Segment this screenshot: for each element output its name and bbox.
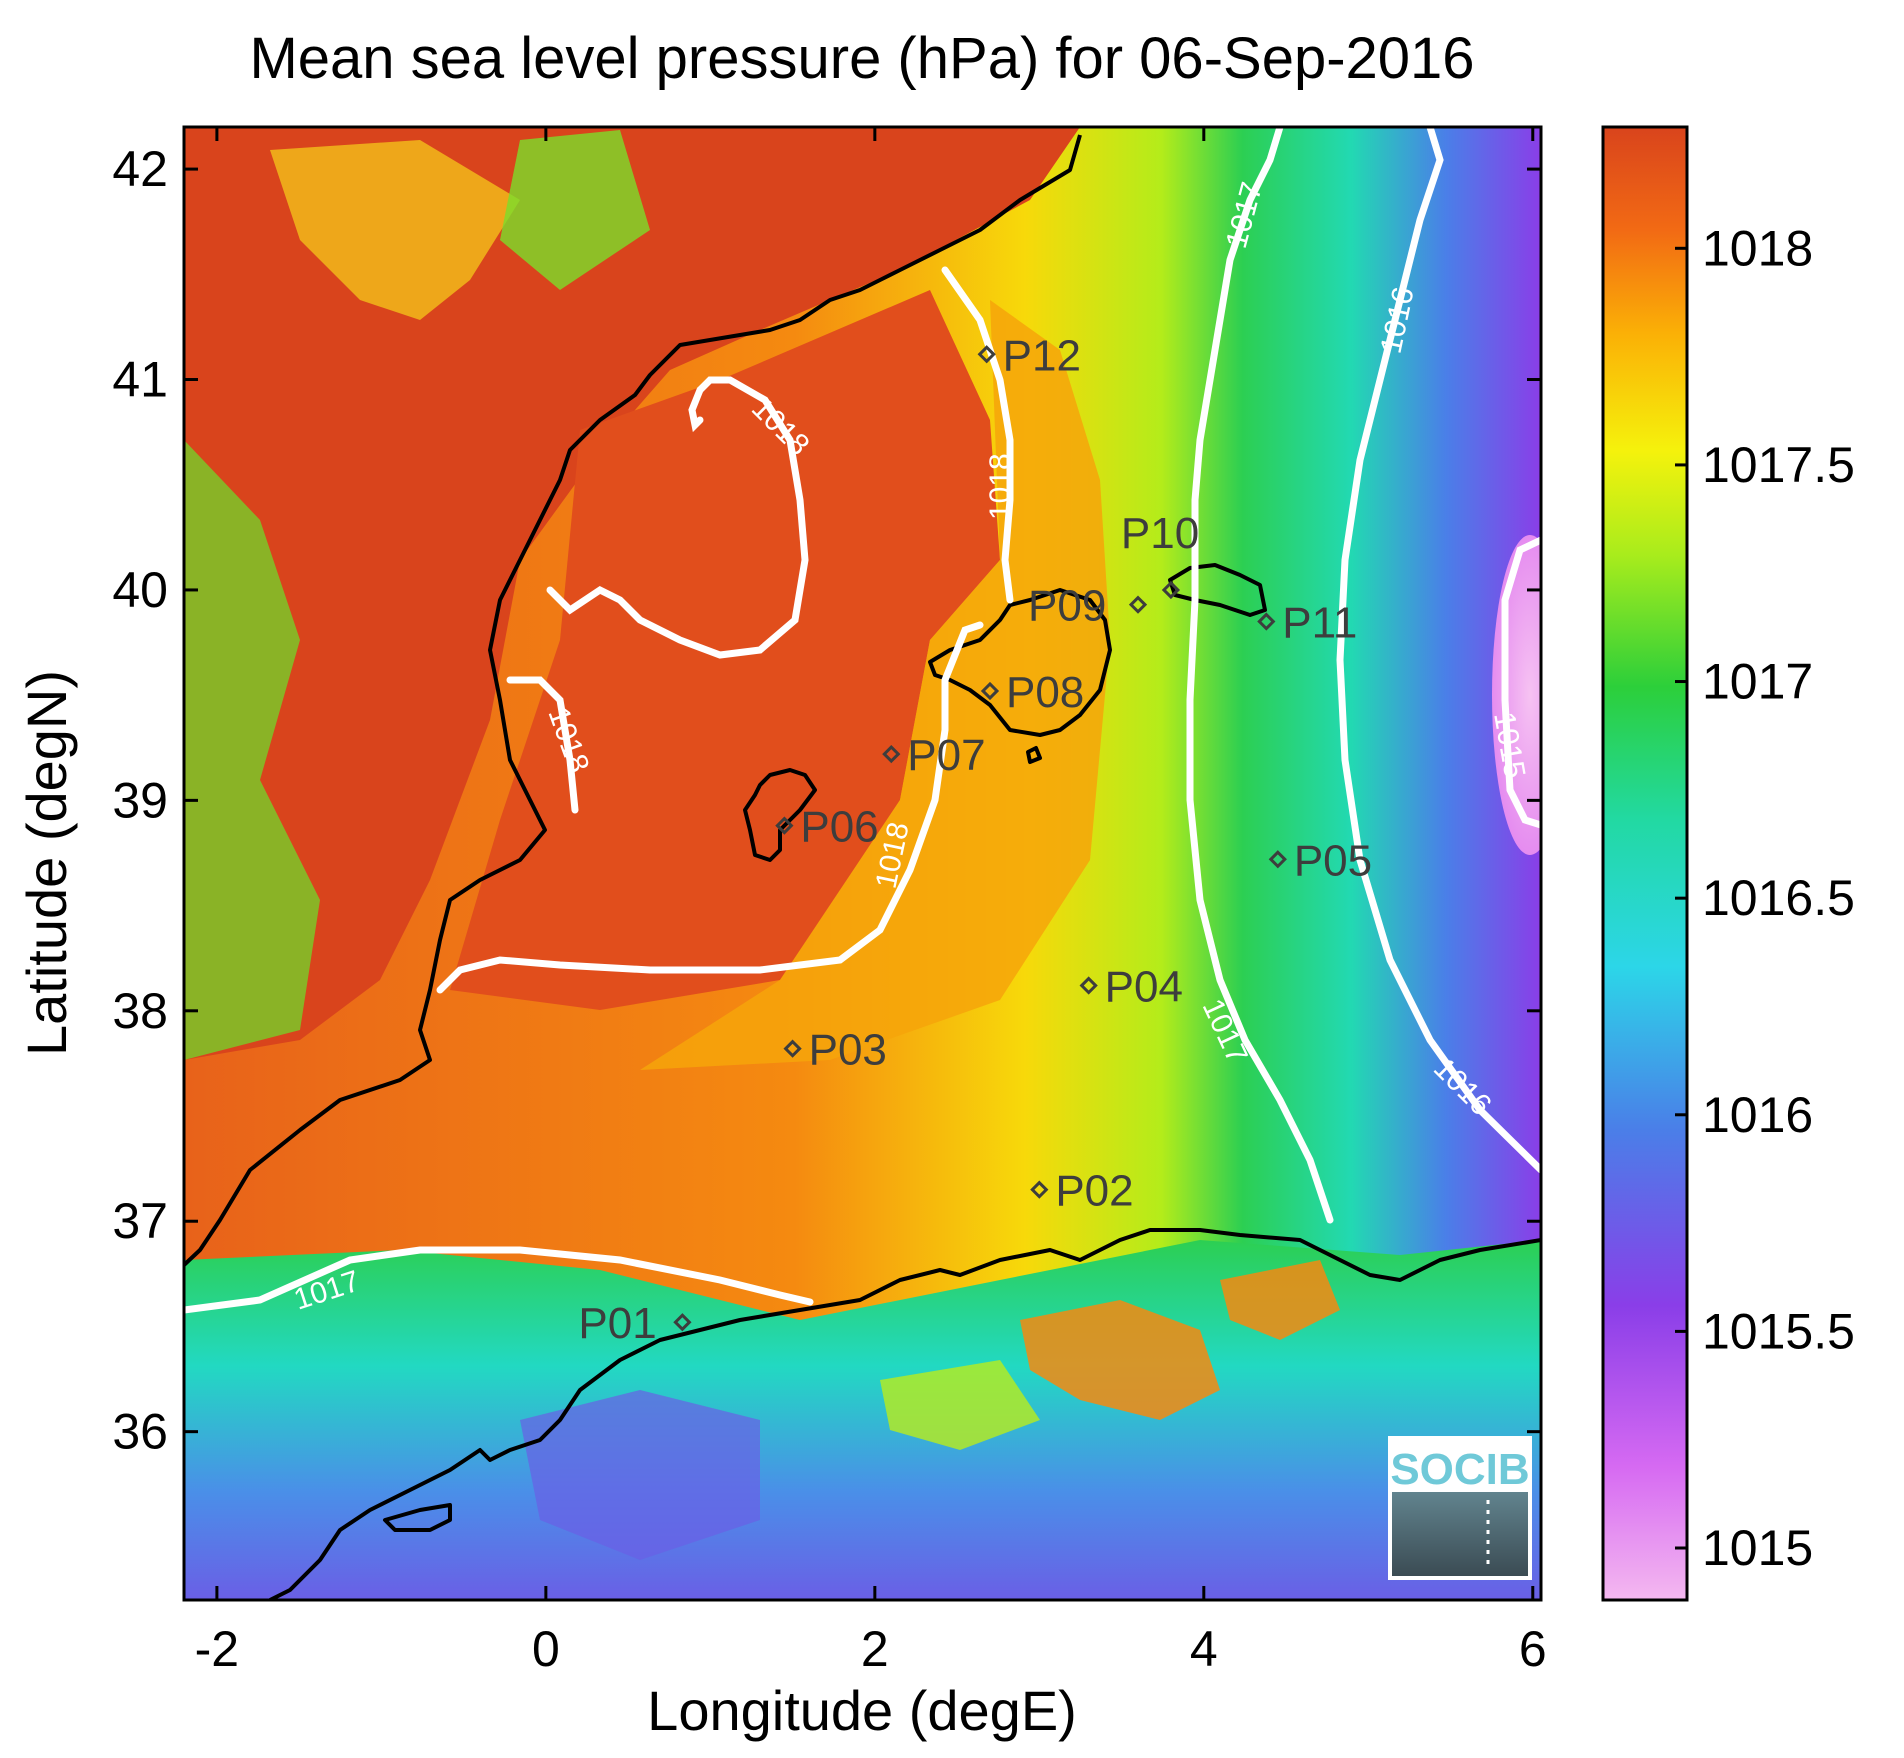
plot-frame — [182, 125, 1543, 1602]
stations-layer: P01 P02 P03 P04 P05 P06 P07 P08 P09 P10 P11 P12 — [578, 331, 1372, 1348]
station-marker-icon — [1161, 580, 1181, 600]
x-axis-title: Longitude (degE) — [647, 1679, 1077, 1742]
plot-area: 1018 1018 1018 1018 1017 1017 1017 1016 … — [184, 127, 1541, 1600]
station-p08[interactable]: P08 — [980, 668, 1084, 717]
station-p12[interactable]: P12 — [977, 331, 1081, 380]
y-tick-label: 38 — [112, 983, 168, 1039]
y-tick-label: 37 — [112, 1193, 168, 1249]
isobar-1015 — [1501, 536, 1541, 829]
y-tick-label: 39 — [112, 772, 168, 828]
station-marker-icon — [1079, 976, 1098, 995]
colorbar-tick-label: 1017.5 — [1702, 437, 1855, 493]
alboran-island-coastline — [383, 1503, 452, 1532]
colorbar-ticks: 1015 1015.5 1016 1016.5 1017 1017.5 1018 — [1675, 220, 1855, 1576]
station-marker-icon — [882, 744, 901, 764]
station-label: P03 — [809, 1026, 887, 1075]
colorbar-tick-label: 1015.5 — [1702, 1303, 1855, 1359]
socib-logo: SOCIB — [1388, 1436, 1532, 1580]
y-tick-label: 36 — [112, 1404, 168, 1460]
station-p01[interactable]: P01 — [578, 1299, 692, 1348]
contour-label: 1018 — [984, 453, 1017, 520]
station-marker-icon — [1030, 1180, 1049, 1199]
station-p10[interactable]: P10 — [1121, 509, 1199, 600]
station-marker-icon — [1268, 850, 1287, 869]
map-title: Mean sea level pressure (hPa) for 06-Sep… — [249, 26, 1474, 91]
land-highlands-patch — [270, 140, 520, 320]
isobars — [184, 127, 1541, 1314]
cabrera-coastline — [1026, 746, 1042, 764]
station-marker-icon — [980, 681, 1000, 701]
y-axis-title: Latitude (degN) — [15, 670, 78, 1056]
colorbar-tick-label: 1017 — [1702, 654, 1813, 710]
isobar-1017-south — [184, 1246, 814, 1314]
south-band-field — [184, 1240, 1541, 1600]
isobar-1018-south — [436, 621, 984, 994]
north-africa-warm-patch — [1020, 1300, 1220, 1420]
coastlines — [184, 134, 1541, 1600]
sea-high-pressure-field — [450, 290, 1000, 1010]
station-p02[interactable]: P02 — [1030, 1167, 1134, 1216]
y-axis-ticks: 36 37 38 39 40 41 42 — [112, 141, 1541, 1460]
x-tick-label: -2 — [195, 1621, 239, 1677]
station-p07[interactable]: P07 — [882, 731, 986, 780]
station-p04[interactable]: P04 — [1079, 963, 1183, 1012]
north-africa-warm-patch — [1220, 1260, 1340, 1340]
land-high-pressure-field — [184, 127, 1080, 1060]
station-label: P10 — [1121, 509, 1199, 558]
station-label: P11 — [1282, 599, 1357, 648]
y-tick-label: 40 — [112, 562, 168, 618]
x-tick-label: 0 — [532, 1621, 560, 1677]
north-africa-cool-patch — [520, 1390, 760, 1560]
station-label: P05 — [1294, 836, 1372, 885]
station-label: P09 — [1028, 582, 1106, 631]
station-label: P01 — [578, 1299, 656, 1348]
station-p06[interactable]: P06 — [775, 803, 879, 852]
colorbar-tick-label: 1016 — [1702, 1087, 1813, 1143]
isobar-1017-east — [1186, 127, 1334, 1224]
y-tick-label: 41 — [112, 352, 168, 408]
isobar-1018-north-b — [688, 386, 704, 433]
station-marker-icon — [783, 1039, 802, 1058]
colorbar-tick-label: 1016.5 — [1702, 870, 1855, 926]
station-label: P02 — [1055, 1167, 1133, 1216]
land-highlands-patch — [500, 130, 650, 290]
x-axis-ticks: -2 0 2 4 6 — [195, 127, 1547, 1677]
iberian-coastline — [184, 134, 1082, 1267]
station-label: P06 — [800, 803, 878, 852]
colorbar-tick-label: 1015 — [1702, 1520, 1813, 1576]
x-tick-label: 2 — [861, 1621, 889, 1677]
isobar-1016 — [1336, 127, 1541, 1174]
land-low-pressure-patch — [184, 440, 320, 1060]
station-label: P12 — [1003, 331, 1081, 380]
station-p09[interactable]: P09 — [1028, 582, 1148, 631]
colorbar-tick-label: 1018 — [1702, 220, 1813, 276]
isobar-1018-east — [941, 266, 1014, 604]
station-p03[interactable]: P03 — [783, 1026, 887, 1075]
station-marker-icon — [673, 1313, 692, 1332]
station-p05[interactable]: P05 — [1268, 836, 1372, 885]
station-marker-icon — [1257, 612, 1276, 631]
isobar-1018-west — [506, 676, 579, 814]
mallorca-coastline — [928, 588, 1112, 737]
isobar-1018-north — [546, 376, 809, 659]
africa-coastline — [269, 1228, 1541, 1600]
socib-logo-text: SOCIB — [1390, 1445, 1529, 1494]
station-p11[interactable]: P11 — [1257, 599, 1357, 648]
station-label: P04 — [1105, 963, 1183, 1012]
sea-transition-field — [640, 300, 1110, 1070]
menorca-coastline — [1168, 563, 1267, 617]
station-label: P08 — [1006, 668, 1084, 717]
colorbar — [1601, 125, 1689, 1602]
x-tick-label: 6 — [1519, 1621, 1547, 1677]
north-africa-warm-patch — [880, 1360, 1040, 1450]
station-marker-icon — [1128, 595, 1148, 614]
station-label: P07 — [907, 731, 985, 780]
station-marker-icon — [775, 816, 794, 835]
y-tick-label: 42 — [112, 141, 168, 197]
station-marker-icon — [977, 345, 996, 364]
x-tick-label: 4 — [1190, 1621, 1218, 1677]
